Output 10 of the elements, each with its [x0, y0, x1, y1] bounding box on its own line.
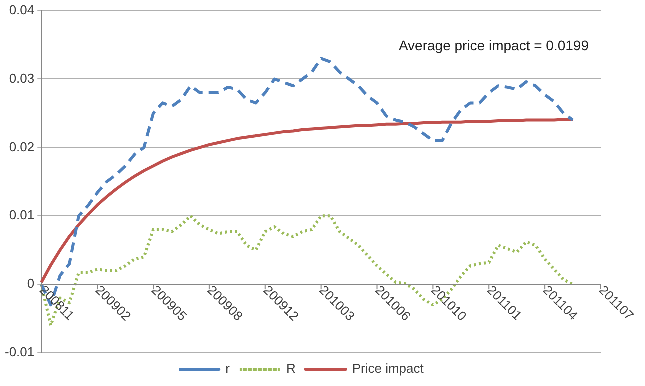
annotation: Average price impact = 0.0199 [398, 38, 590, 54]
y-tick-label: 0.02 [9, 139, 35, 154]
legend-label: r [226, 361, 231, 376]
y-tick-label: 0.04 [9, 2, 35, 18]
legend-label: Price impact [352, 361, 424, 376]
y-tick-label: 0.01 [9, 208, 35, 223]
legend-label: R [286, 361, 296, 376]
y-tick-label: -0.01 [4, 344, 35, 360]
y-tick-label: 0.03 [9, 70, 35, 86]
y-tick-label: 0 [27, 276, 35, 292]
